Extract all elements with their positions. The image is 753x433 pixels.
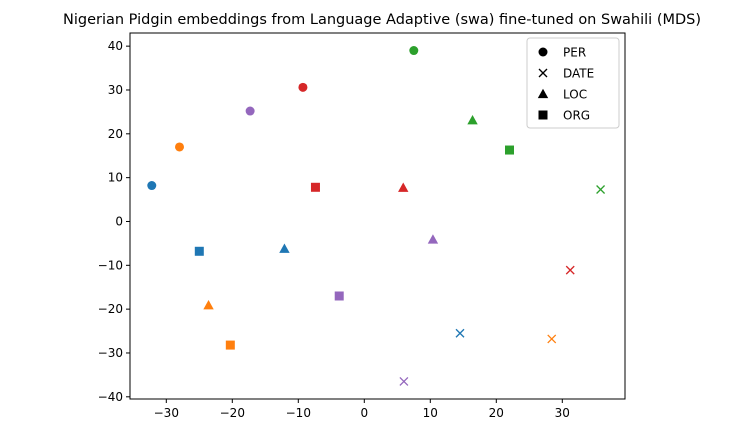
legend-label: LOC	[563, 88, 587, 102]
y-tick-label: 20	[108, 127, 123, 141]
legend-box	[526, 37, 620, 129]
y-tick-label: −20	[98, 302, 123, 316]
legend-label: ORG	[563, 109, 590, 123]
data-point-circle	[147, 181, 157, 191]
legend: PER DATE LOC ORG	[526, 37, 620, 129]
data-point-x	[596, 185, 606, 194]
x-tick-label: −30	[154, 406, 179, 420]
plot-area: −30 −20 −10 0 10 20 30 −40 −30 −20 −10 0 10 20 30 40	[98, 39, 606, 420]
legend-label: DATE	[563, 67, 594, 81]
y-tick-label: −40	[98, 390, 123, 404]
data-point-x	[547, 334, 557, 344]
y-tick-label: −30	[98, 346, 123, 360]
x-tick-label: 0	[360, 406, 368, 420]
legend-marker-x	[538, 68, 548, 78]
x-tick-label: 30	[555, 406, 570, 420]
data-point-x	[565, 265, 575, 275]
data-point-circle	[245, 106, 255, 116]
data-point-square	[225, 340, 235, 350]
data-point-x	[399, 377, 409, 386]
data-point-triangle	[467, 115, 478, 125]
data-point-circle	[175, 142, 184, 152]
legend-marker-triangle	[537, 88, 549, 99]
y-tick-label: 30	[108, 83, 123, 97]
legend-marker-circle	[538, 47, 548, 57]
x-tick-label: 20	[489, 406, 504, 420]
y-tick-label: 40	[108, 39, 123, 53]
x-tick-label: −10	[286, 406, 311, 420]
legend-marker-square	[538, 110, 548, 120]
data-point-square	[194, 246, 204, 256]
data-point-square	[505, 145, 514, 155]
y-tick-label: 0	[115, 214, 123, 228]
data-point-square	[334, 291, 344, 301]
x-tick-label: 10	[423, 406, 438, 420]
x-tick-label: −20	[220, 406, 245, 420]
legend-label: PER	[563, 46, 586, 60]
data-point-triangle	[203, 299, 214, 310]
data-point-x	[455, 328, 465, 338]
chart-title: Nigerian Pidgin embeddings from Language…	[63, 12, 701, 28]
data-point-triangle	[427, 234, 439, 244]
plot-frame	[129, 32, 626, 400]
data-point-triangle	[279, 243, 290, 253]
data-point-square	[310, 182, 320, 192]
data-point-circle	[409, 46, 419, 56]
y-tick-label: 10	[108, 171, 123, 185]
data-point-circle	[298, 82, 308, 92]
data-point-triangle	[398, 182, 409, 192]
y-tick-label: −10	[98, 258, 123, 272]
